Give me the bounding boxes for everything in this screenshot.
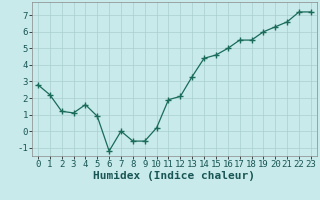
X-axis label: Humidex (Indice chaleur): Humidex (Indice chaleur) [93,171,255,181]
